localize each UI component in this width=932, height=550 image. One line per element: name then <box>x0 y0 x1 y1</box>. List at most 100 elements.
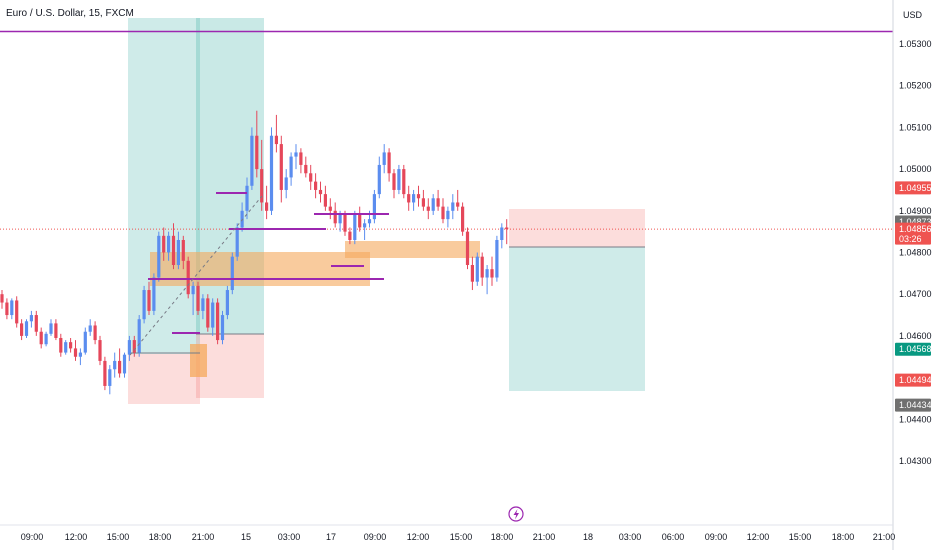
price-tag-box <box>895 373 931 387</box>
candle-body <box>152 277 156 311</box>
time-tick-label: 18:00 <box>832 532 855 542</box>
candle <box>465 227 470 270</box>
candle-body <box>191 285 195 295</box>
candle-body <box>431 198 435 211</box>
candle <box>0 290 4 309</box>
candle-body <box>284 177 288 190</box>
candle <box>167 231 171 261</box>
candle-body <box>465 231 470 266</box>
candle-body <box>196 285 200 311</box>
candle-body <box>49 323 53 334</box>
candle-body <box>181 239 185 261</box>
candle-body <box>206 298 210 328</box>
price-tag-label: 1.04494 <box>899 375 932 385</box>
price-tag-label: 1.04955 <box>899 183 932 193</box>
time-tick-label: 21:00 <box>192 532 215 542</box>
candle <box>201 294 205 320</box>
long-position-2-stop-zone <box>196 334 264 398</box>
candle <box>230 252 234 295</box>
candle-body <box>426 206 430 211</box>
price-tag: 1.04955 <box>895 181 932 195</box>
candle-body <box>328 206 332 211</box>
long-position-2-target-zone <box>196 18 264 334</box>
candle-body <box>73 348 78 357</box>
candle-body <box>294 152 298 157</box>
candle <box>363 219 367 240</box>
candle <box>73 340 78 361</box>
currency-label: USD <box>903 10 923 20</box>
candle <box>176 231 180 270</box>
price-tick-label: 1.04300 <box>899 456 932 466</box>
candle <box>39 327 43 349</box>
candle <box>289 152 293 186</box>
candle-body <box>24 321 29 336</box>
candle-body <box>304 164 308 174</box>
price-tag-label: 1.04434 <box>899 400 932 410</box>
time-tick-label: 21:00 <box>873 532 896 542</box>
candle <box>78 348 82 366</box>
price-tag-box <box>895 181 931 195</box>
candle <box>328 198 332 220</box>
candle-body <box>421 198 425 207</box>
candle <box>20 319 24 341</box>
candle <box>137 315 141 357</box>
candle-body <box>343 214 347 232</box>
price-countdown-label: 03:26 <box>899 234 922 244</box>
time-axis[interactable]: 09:00 12:00 15:00 18:00 21:00 15 03:00 17 09:00 1… <box>21 532 896 542</box>
candle-body <box>505 227 509 230</box>
candle-body <box>480 256 484 278</box>
candle <box>220 310 225 345</box>
candle-body <box>490 269 494 278</box>
candle <box>250 127 254 190</box>
price-tag-box <box>895 398 931 412</box>
candle <box>323 185 327 211</box>
candle-body <box>157 235 161 278</box>
candle <box>397 164 401 195</box>
candle <box>372 189 376 224</box>
price-axis[interactable]: 1.053001.052001.051001.050001.049001.048… <box>899 39 932 466</box>
candle-body <box>127 340 131 355</box>
candle-body <box>171 235 176 266</box>
time-tick-label: 06:00 <box>662 532 685 542</box>
candle-body <box>402 169 406 195</box>
candle-body <box>83 331 87 353</box>
candle <box>353 210 357 245</box>
candle <box>171 223 176 270</box>
candle <box>269 127 274 215</box>
candle-body <box>367 219 372 224</box>
candle <box>15 296 19 328</box>
candle <box>495 235 499 282</box>
candle <box>240 202 244 232</box>
candle-body <box>29 315 33 322</box>
candle <box>29 310 33 328</box>
candle <box>475 252 479 286</box>
time-tick-label: 09:00 <box>364 532 387 542</box>
candle <box>412 189 416 211</box>
candle <box>245 177 249 220</box>
candle-body <box>250 135 254 186</box>
candle <box>216 298 220 345</box>
candle <box>191 281 195 316</box>
candle <box>147 281 151 316</box>
price-tick-label: 1.04800 <box>899 248 932 258</box>
price-tick-label: 1.05200 <box>899 81 932 91</box>
candle <box>318 181 323 203</box>
lightning-icon[interactable] <box>508 506 524 522</box>
price-tag-label: 1.04568 <box>899 344 932 354</box>
price-tag-box <box>895 342 931 356</box>
candle-body <box>323 194 327 207</box>
candle <box>162 227 166 261</box>
candle-body <box>451 202 455 211</box>
candle <box>64 340 68 355</box>
candle <box>382 144 386 174</box>
candle-body <box>416 194 421 199</box>
candle <box>206 294 210 332</box>
candle <box>181 235 185 270</box>
candle-body <box>5 302 9 316</box>
candle <box>274 114 278 153</box>
time-tick-label: 09:00 <box>21 532 44 542</box>
candle-body <box>260 169 264 203</box>
candle <box>255 110 259 178</box>
